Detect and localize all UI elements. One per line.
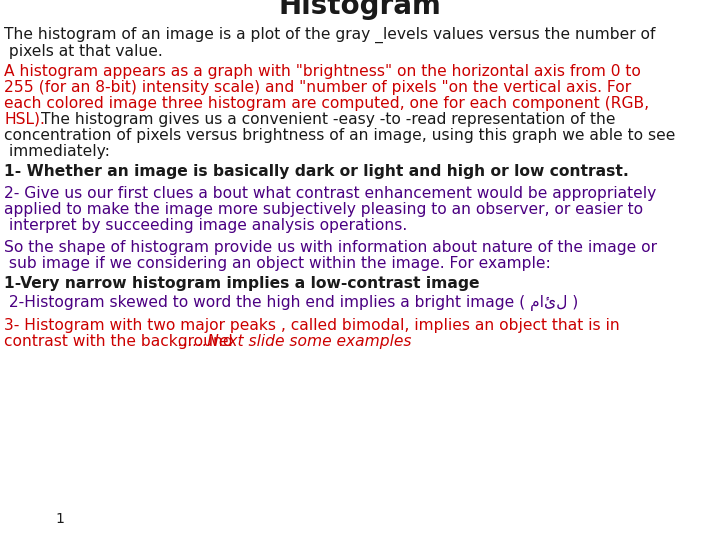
Text: HSL).: HSL). <box>4 112 45 127</box>
Text: 1- Whether an image is basically dark or light and high or low contrast.: 1- Whether an image is basically dark or… <box>4 164 629 179</box>
Text: ......Next slide some examples: ......Next slide some examples <box>178 334 412 349</box>
Text: 2- Give us our first clues a bout what contrast enhancement would be appropriate: 2- Give us our first clues a bout what c… <box>4 186 656 201</box>
Text: 3- Histogram with two major peaks , called bimodal, implies an object that is in: 3- Histogram with two major peaks , call… <box>4 318 620 333</box>
Text: pixels at that value.: pixels at that value. <box>4 44 163 59</box>
Text: each colored image three histogram are computed, one for each component (RGB,: each colored image three histogram are c… <box>4 96 649 111</box>
Text: 1: 1 <box>55 512 64 526</box>
Text: concentration of pixels versus brightness of an image, using this graph we able : concentration of pixels versus brightnes… <box>4 128 675 143</box>
Text: A histogram appears as a graph with "brightness" on the horizontal axis from 0 t: A histogram appears as a graph with "bri… <box>4 64 641 79</box>
Text: interpret by succeeding image analysis operations.: interpret by succeeding image analysis o… <box>4 218 408 233</box>
Text: The histogram gives us a convenient -easy -to -read representation of the: The histogram gives us a convenient -eas… <box>41 112 616 127</box>
Text: immediately:: immediately: <box>4 144 110 159</box>
Text: 255 (for an 8-bit) intensity scale) and "number of pixels "on the vertical axis.: 255 (for an 8-bit) intensity scale) and … <box>4 80 631 95</box>
Text: applied to make the image more subjectively pleasing to an observer, or easier t: applied to make the image more subjectiv… <box>4 202 643 217</box>
Text: 1-Very narrow histogram implies a low-contrast image: 1-Very narrow histogram implies a low-co… <box>4 276 480 291</box>
Text: The histogram of an image is a plot of the gray _levels values versus the number: The histogram of an image is a plot of t… <box>4 27 655 43</box>
Text: contrast with the background: contrast with the background <box>4 334 238 349</box>
Text: Histogram: Histogram <box>279 0 441 20</box>
Text: 2-Histogram skewed to word the high end implies a bright image ( مائل ): 2-Histogram skewed to word the high end … <box>4 295 578 311</box>
Text: So the shape of histogram provide us with information about nature of the image : So the shape of histogram provide us wit… <box>4 240 657 255</box>
Text: sub image if we considering an object within the image. For example:: sub image if we considering an object wi… <box>4 256 551 271</box>
